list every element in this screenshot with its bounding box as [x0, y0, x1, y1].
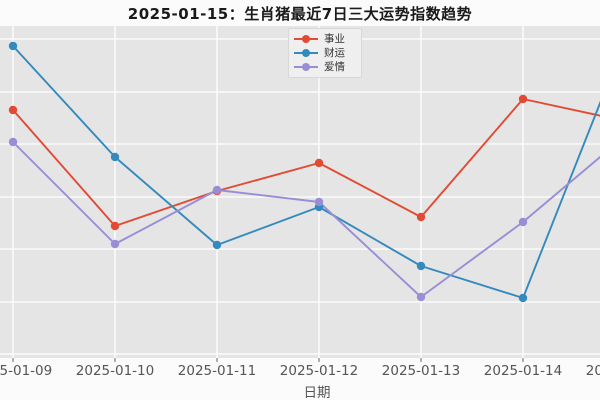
data-point-财运-2025-01-10	[110, 152, 120, 162]
chart-title: 2025-01-15：生肖猪最近7日三大运势指数趋势	[127, 5, 473, 23]
legend-label: 财运	[324, 47, 345, 59]
legend-marker	[294, 48, 318, 58]
plot-background	[0, 26, 600, 358]
data-point-事业-2025-01-10	[110, 221, 120, 231]
data-point-爱情-2025-01-12	[314, 197, 324, 207]
legend-item-love: 爱情	[294, 61, 355, 73]
data-point-爱情-2025-01-14	[518, 217, 528, 227]
data-point-财运-2025-01-13	[416, 261, 426, 271]
legend-dot-swatch	[302, 63, 310, 71]
x-tick-label: 2025-01-10	[75, 363, 155, 379]
data-point-爱情-2025-01-11	[212, 185, 222, 195]
legend-item-wealth: 财运	[294, 47, 355, 59]
x-axis-tick-labels: 2025-01-09 2025-01-10 2025-01-11 2025-01-12…	[0, 363, 600, 381]
legend: 事业 财运 爱情	[288, 28, 362, 78]
data-point-事业-2025-01-12	[314, 158, 324, 168]
x-tick-label: 2025-01-09	[0, 363, 53, 379]
data-point-财运-2025-01-11	[212, 240, 222, 250]
x-tick-label: 2025-01-14	[483, 363, 563, 379]
x-tick-label: 2025-01-15	[585, 363, 600, 379]
legend-marker	[294, 62, 318, 72]
legend-dot-swatch	[302, 35, 310, 43]
data-point-爱情-2025-01-10	[110, 239, 120, 249]
data-point-财运-2025-01-14	[518, 293, 528, 303]
legend-label: 事业	[324, 33, 345, 45]
legend-item-career: 事业	[294, 33, 355, 45]
data-point-爱情-2025-01-09	[8, 137, 18, 147]
legend-marker	[294, 34, 318, 44]
x-tick-label: 2025-01-13	[381, 363, 461, 379]
legend-dot-swatch	[302, 49, 310, 57]
data-point-财运-2025-01-09	[8, 41, 18, 51]
x-axis-title: 日期	[303, 385, 331, 400]
data-point-事业-2025-01-13	[416, 212, 426, 222]
x-tick-label: 2025-01-11	[177, 363, 257, 379]
legend-label: 爱情	[324, 61, 345, 73]
data-point-事业-2025-01-14	[518, 94, 528, 104]
data-point-爱情-2025-01-13	[416, 292, 426, 302]
x-tick-label: 2025-01-12	[279, 363, 359, 379]
data-point-事业-2025-01-09	[8, 105, 18, 115]
